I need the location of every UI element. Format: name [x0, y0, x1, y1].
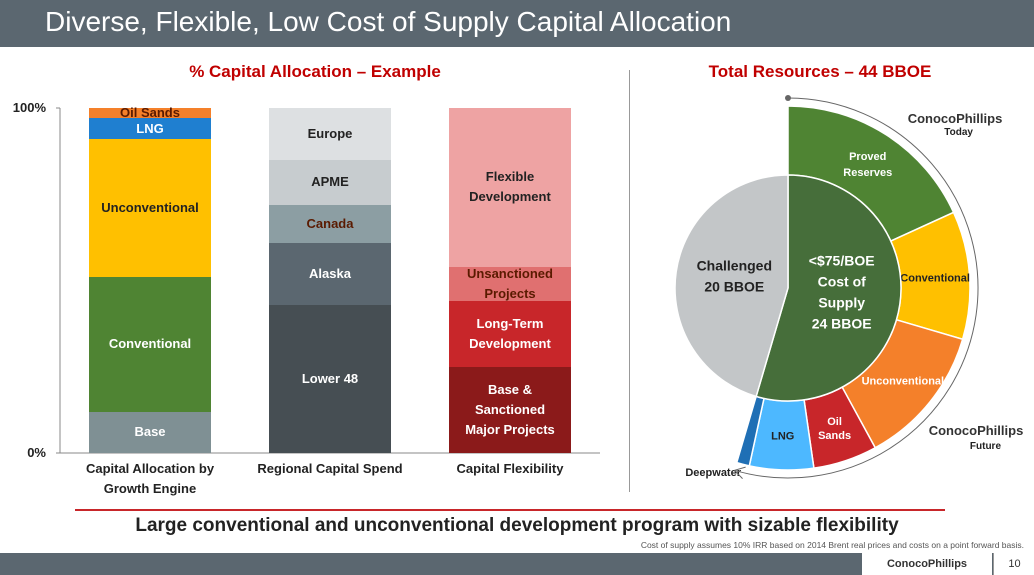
- y-tick-label: 100%: [13, 100, 47, 115]
- segment-label: LNG: [136, 120, 164, 136]
- x-tick-label: Capital Allocation by Growth Engine: [85, 461, 215, 496]
- page-number: 10: [993, 553, 1034, 575]
- pie-value-label: 20 BBOE: [704, 278, 764, 294]
- pie-value-label: 24 BBOE: [812, 316, 872, 332]
- logo: ConocoPhillips: [908, 111, 1003, 126]
- bar-segment: Unsanctioned Projects: [449, 265, 571, 302]
- pie-label-line: <$75/BOE: [809, 253, 875, 269]
- logo-caption: Today: [944, 127, 973, 138]
- ring-label: Proved Reserves: [843, 151, 892, 179]
- ring-label: Unconventional: [862, 376, 945, 388]
- flow-arc: [734, 97, 979, 479]
- chart-title: % Capital Allocation – Example: [189, 62, 441, 81]
- x-tick-label: Capital Flexibility: [456, 461, 564, 476]
- ring-label-line: Proved: [849, 151, 886, 163]
- bar-segment: Base: [89, 411, 211, 453]
- segment-label: Europe: [307, 125, 353, 141]
- banner-line: [75, 509, 945, 511]
- bar-segment: Canada: [269, 204, 391, 243]
- segment-label: Unsanctioned Projects: [467, 265, 553, 301]
- header-bar: [0, 0, 1034, 47]
- pie-slice: [674, 174, 789, 398]
- footnote: Cost of supply assumes 10% IRR based on …: [640, 540, 1024, 550]
- bar-segment: LNG: [89, 118, 211, 140]
- segment-label: Unconventional: [101, 200, 199, 216]
- ring-label-line: Reserves: [843, 167, 892, 179]
- segment-label: Alaska: [309, 265, 351, 281]
- bar-segment: APME: [269, 159, 391, 205]
- pie-label-line: Cost of: [818, 274, 867, 290]
- segment-label: Oil Sands: [120, 105, 180, 121]
- ring-label: Conventional: [900, 272, 970, 284]
- pie-label: <$75/BOE Cost of Supply: [809, 253, 875, 311]
- arc-head: [734, 466, 746, 479]
- logo: ConocoPhillips: [929, 423, 1024, 438]
- bar-segment: Long-Term Development: [449, 301, 571, 367]
- pie-slice: [755, 174, 902, 402]
- banner: Large conventional and unconventional de…: [135, 515, 899, 536]
- ring-label-line: Oil: [827, 416, 842, 428]
- segment-label: Base: [134, 424, 166, 440]
- bar-segment: Unconventional: [89, 139, 211, 278]
- slide-title: Diverse, Flexible, Low Cost of Supply Ca…: [45, 6, 732, 37]
- y-tick-label: 0%: [27, 445, 46, 460]
- footer-bar: [0, 553, 1034, 575]
- pie-label: Challenged: [697, 257, 772, 273]
- segment-label: Conventional: [108, 336, 192, 352]
- logo-caption: Future: [970, 441, 1002, 452]
- segment-label: Lower 48: [301, 370, 359, 386]
- bar-segment: Alaska: [269, 242, 391, 305]
- pie-label-line: Supply: [818, 295, 865, 311]
- bar-segment: Conventional: [89, 277, 211, 412]
- pie-label-line: Challenged: [697, 257, 772, 273]
- ring-label: Oil Sands: [818, 416, 851, 442]
- segment-label: Canada: [306, 215, 354, 231]
- segment-label: Long-Term Development: [469, 315, 551, 351]
- x-tick-label: Regional Capital Spend: [257, 461, 403, 476]
- segment-label: Flexible Development: [469, 169, 551, 205]
- segment-label: Base & Sanctioned Major Projects: [465, 381, 555, 437]
- divider: [629, 70, 630, 492]
- bar-segment: Europe: [269, 108, 391, 160]
- bar-segment: Flexible Development: [449, 108, 571, 267]
- ring-label: LNG: [771, 430, 794, 442]
- ring-label-line: Sands: [818, 430, 851, 442]
- chart-title: Total Resources – 44 BBOE: [708, 62, 932, 81]
- bar-segment: Oil Sands: [89, 105, 211, 120]
- footer-logo: ConocoPhillips: [862, 553, 992, 575]
- bar-segment: Base & Sanctioned Major Projects: [449, 366, 571, 453]
- arc-start: [785, 95, 791, 101]
- bar-segment: Lower 48: [269, 304, 391, 453]
- segment-label: APME: [311, 174, 349, 190]
- ring-label: Deepwater: [685, 467, 741, 479]
